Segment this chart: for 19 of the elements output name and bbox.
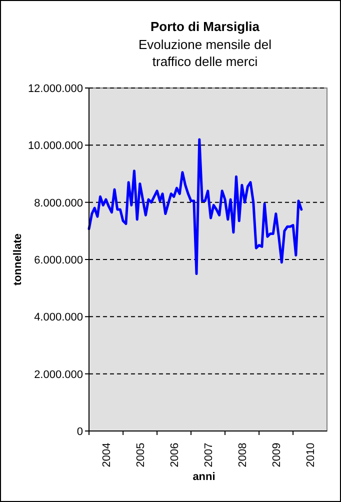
chart-title: Porto di Marsiglia — [150, 19, 260, 34]
y-tick-label: 12.000.000 — [28, 83, 83, 95]
x-tick-label: 2010 — [304, 442, 317, 468]
y-tick-label: 8.000.000 — [34, 197, 83, 210]
x-tick-label: 2009 — [270, 442, 283, 468]
y-tick-label: 2.000.000 — [34, 368, 83, 381]
y-axis-title: tonnellate — [12, 234, 24, 286]
line-series — [88, 138, 303, 276]
y-tick-label: 0 — [76, 426, 83, 438]
x-tick-label: 2005 — [134, 442, 147, 468]
x-tick-label: 2004 — [100, 442, 113, 468]
chart-subtitle: Evoluzione mensile del traffico delle merci — [138, 37, 272, 69]
x-tick-label: 2006 — [168, 442, 181, 468]
x-tick-label: 2008 — [236, 442, 249, 468]
y-tick-label: 4.000.000 — [34, 312, 83, 324]
y-tick-label: 10.000.000 — [28, 140, 83, 152]
y-tick-label: 6.000.000 — [34, 254, 83, 266]
x-tick-label: 2007 — [202, 442, 215, 468]
x-axis-title: anni — [192, 471, 216, 483]
